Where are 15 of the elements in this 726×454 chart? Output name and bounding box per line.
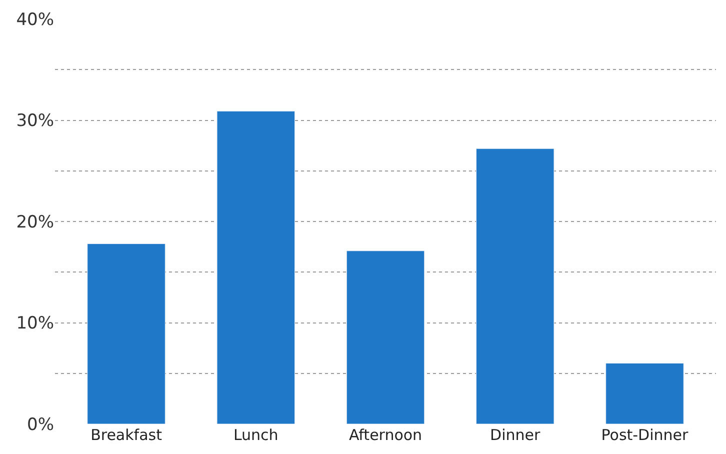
x-tick-label: Lunch [233, 426, 278, 444]
x-tick-label: Post-Dinner [601, 426, 690, 444]
bar [476, 148, 554, 424]
y-tick-label: 30% [16, 111, 54, 132]
bar [346, 250, 425, 424]
y-tick-label: 10% [16, 314, 54, 334]
bar [606, 363, 684, 424]
y-tick-label: 0% [27, 414, 54, 435]
x-tick-label: Afternoon [348, 426, 422, 444]
x-tick-label: Breakfast [90, 426, 162, 444]
bar [87, 244, 166, 424]
bar [216, 110, 296, 424]
y-tick-label: 40% [16, 10, 54, 30]
y-tick-label: 20% [16, 212, 54, 232]
x-tick-label: Dinner [490, 426, 541, 444]
